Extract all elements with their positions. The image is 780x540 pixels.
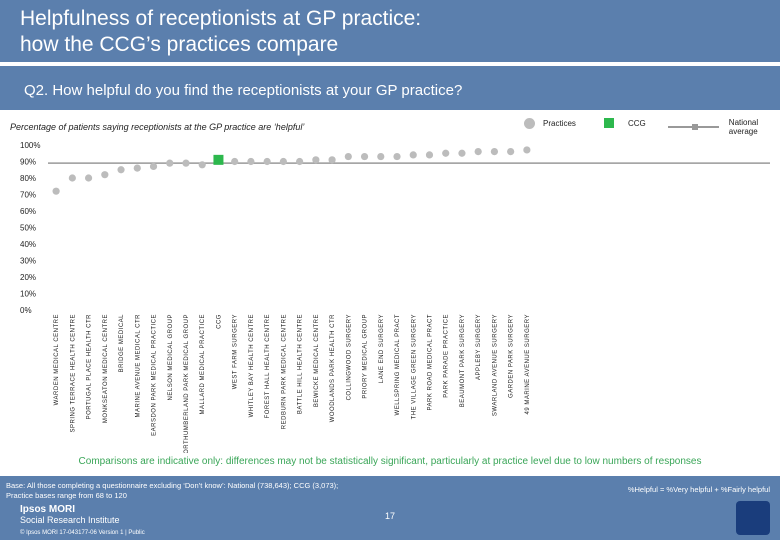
y-tick-label: 20% <box>20 273 36 282</box>
practice-point <box>247 157 255 166</box>
footer-bar <box>0 476 780 540</box>
base-line-2: Practice bases range from 68 to 120 <box>6 491 127 500</box>
category-label: NELSON MEDICAL GROUP <box>168 314 174 400</box>
practice-point <box>409 151 417 159</box>
category-label: APPLEBY SURGERY <box>476 314 482 380</box>
practice-point <box>117 166 125 174</box>
category-label: COLLINGWOOD SURGERY <box>346 314 352 400</box>
category-label: WELLSPRING MEDICAL PRACT <box>395 314 401 415</box>
legend-practices: Practices <box>524 118 576 129</box>
practice-point <box>328 156 336 164</box>
practice-point <box>523 146 531 154</box>
helpful-definition: %Helpful = %Very helpful + %Fairly helpf… <box>627 485 770 494</box>
category-label: 49 MARINE AVENUE SURGERY <box>525 314 531 414</box>
category-label: WOODLANDS PARK HEALTH CTR <box>330 314 336 422</box>
category-label: MONKSEATON MEDICAL CENTRE <box>103 314 109 423</box>
y-tick-label: 90% <box>20 158 36 167</box>
caveat-note: Comparisons are indicative only: differe… <box>78 456 702 467</box>
category-label: PARK PARADE PRACTICE <box>444 314 450 398</box>
practice-marker-icon <box>524 118 535 129</box>
category-label: THE VILLAGE GREEN SURGERY <box>411 314 417 419</box>
practice-point <box>231 157 239 166</box>
ipsos-mori-logo: Ipsos MORI Social Research Institute <box>20 504 120 526</box>
practice-point <box>442 149 450 157</box>
chart-subtitle: Percentage of patients saying receptioni… <box>10 122 305 132</box>
y-tick-label: 40% <box>20 240 36 249</box>
legend-ccg: CCG <box>604 118 646 128</box>
national-average-line-icon <box>668 123 719 131</box>
practice-point <box>68 174 76 182</box>
practice-point <box>166 159 174 167</box>
practice-point <box>393 152 401 161</box>
category-label: LANE END SURGERY <box>379 314 385 383</box>
category-label: BATTLE HILL HEALTH CENTRE <box>298 314 304 414</box>
legend-national-label: National average <box>728 118 759 136</box>
question-text: Q2. How helpful do you find the receptio… <box>24 82 463 99</box>
ipsos-badge-icon <box>736 501 770 535</box>
practice-point <box>101 171 109 179</box>
practice-point <box>263 157 271 166</box>
y-tick-label: 80% <box>20 174 36 183</box>
ccg-point <box>213 154 224 165</box>
category-label: GARDEN PARK SURGERY <box>509 314 515 398</box>
practice-comparison-chart: 0% 10% 20% 30% 40% 50% 60% 70% 80% 90% 100% WARDEN … <box>20 141 770 453</box>
y-tick-label: 70% <box>20 191 36 200</box>
category-label: MALLARD MEDICAL PRACTICE <box>200 314 206 414</box>
category-label: WARDEN MEDICAL CENTRE <box>54 314 60 405</box>
category-label: PORTUGAL PLACE HEALTH CTR <box>87 314 93 420</box>
category-label: NORTHUMBERLAND PARK MEDICAL GROUP <box>184 314 190 453</box>
category-label: WEST FARM SURGERY <box>233 314 239 389</box>
category-label: CCG <box>216 314 222 329</box>
page-title: Helpfulness of receptionists at GP pract… <box>20 7 422 56</box>
category-label: FOREST HALL HEALTH CENTRE <box>265 314 271 418</box>
header-bar <box>0 0 780 62</box>
practice-point <box>52 187 60 195</box>
category-label: SPRING TERRACE HEALTH CENTRE <box>70 314 76 432</box>
ccg-marker-icon <box>604 118 614 128</box>
practice-point <box>296 157 304 166</box>
y-tick-label: 50% <box>20 224 36 233</box>
base-note: Base: All those completing a questionnai… <box>6 481 386 501</box>
y-tick-label: 0% <box>20 306 32 315</box>
legend-practices-label: Practices <box>543 119 576 128</box>
copyright: © Ipsos MORI 17-043177-06 Version 1 | Pu… <box>20 530 145 536</box>
practice-point <box>474 148 482 156</box>
category-label: EARSDON PARK MEDICAL PRACTICE <box>152 314 158 436</box>
brand-subname: Social Research Institute <box>20 515 120 525</box>
y-tick-label: 10% <box>20 290 36 299</box>
question-bar <box>0 66 780 110</box>
practice-point <box>312 156 320 164</box>
category-label: MARINE AVENUE MEDICAL CTR <box>135 314 141 418</box>
practice-point <box>84 174 93 182</box>
legend-national: National average <box>668 118 780 136</box>
category-label: SWARLAND AVENUE SURGERY <box>492 314 498 416</box>
category-label: BEWICKE MEDICAL CENTRE <box>314 314 320 407</box>
practice-point <box>149 162 158 171</box>
y-tick-label: 30% <box>20 257 36 266</box>
category-label: BRIDGE MEDICAL <box>119 314 125 373</box>
y-tick-label: 100% <box>20 141 40 150</box>
practice-point <box>490 148 499 156</box>
practice-point <box>507 148 515 156</box>
brand-name: Ipsos MORI <box>20 504 76 515</box>
practice-point <box>377 152 385 161</box>
practice-point <box>279 157 287 166</box>
category-label: WHITLEY BAY HEALTH CENTRE <box>249 314 255 417</box>
category-label: BEAUMONT PARK SURGERY <box>460 314 466 407</box>
practice-point <box>133 164 141 172</box>
y-tick-label: 60% <box>20 207 36 216</box>
category-label: REDBURN PARK MEDICAL CENTRE <box>281 314 287 429</box>
base-line-1: Base: All those completing a questionnai… <box>6 481 339 490</box>
practice-point <box>198 161 206 169</box>
practice-point <box>360 152 369 161</box>
legend-ccg-label: CCG <box>628 118 646 128</box>
practice-point <box>425 151 434 159</box>
practice-point <box>182 159 190 167</box>
category-label: PRIORY MEDICAL GROUP <box>363 314 369 399</box>
practice-point <box>458 149 466 157</box>
category-label: PARK ROAD MEDICAL PRACT <box>427 314 433 411</box>
practice-point <box>344 152 352 161</box>
page-number: 17 <box>385 511 396 521</box>
